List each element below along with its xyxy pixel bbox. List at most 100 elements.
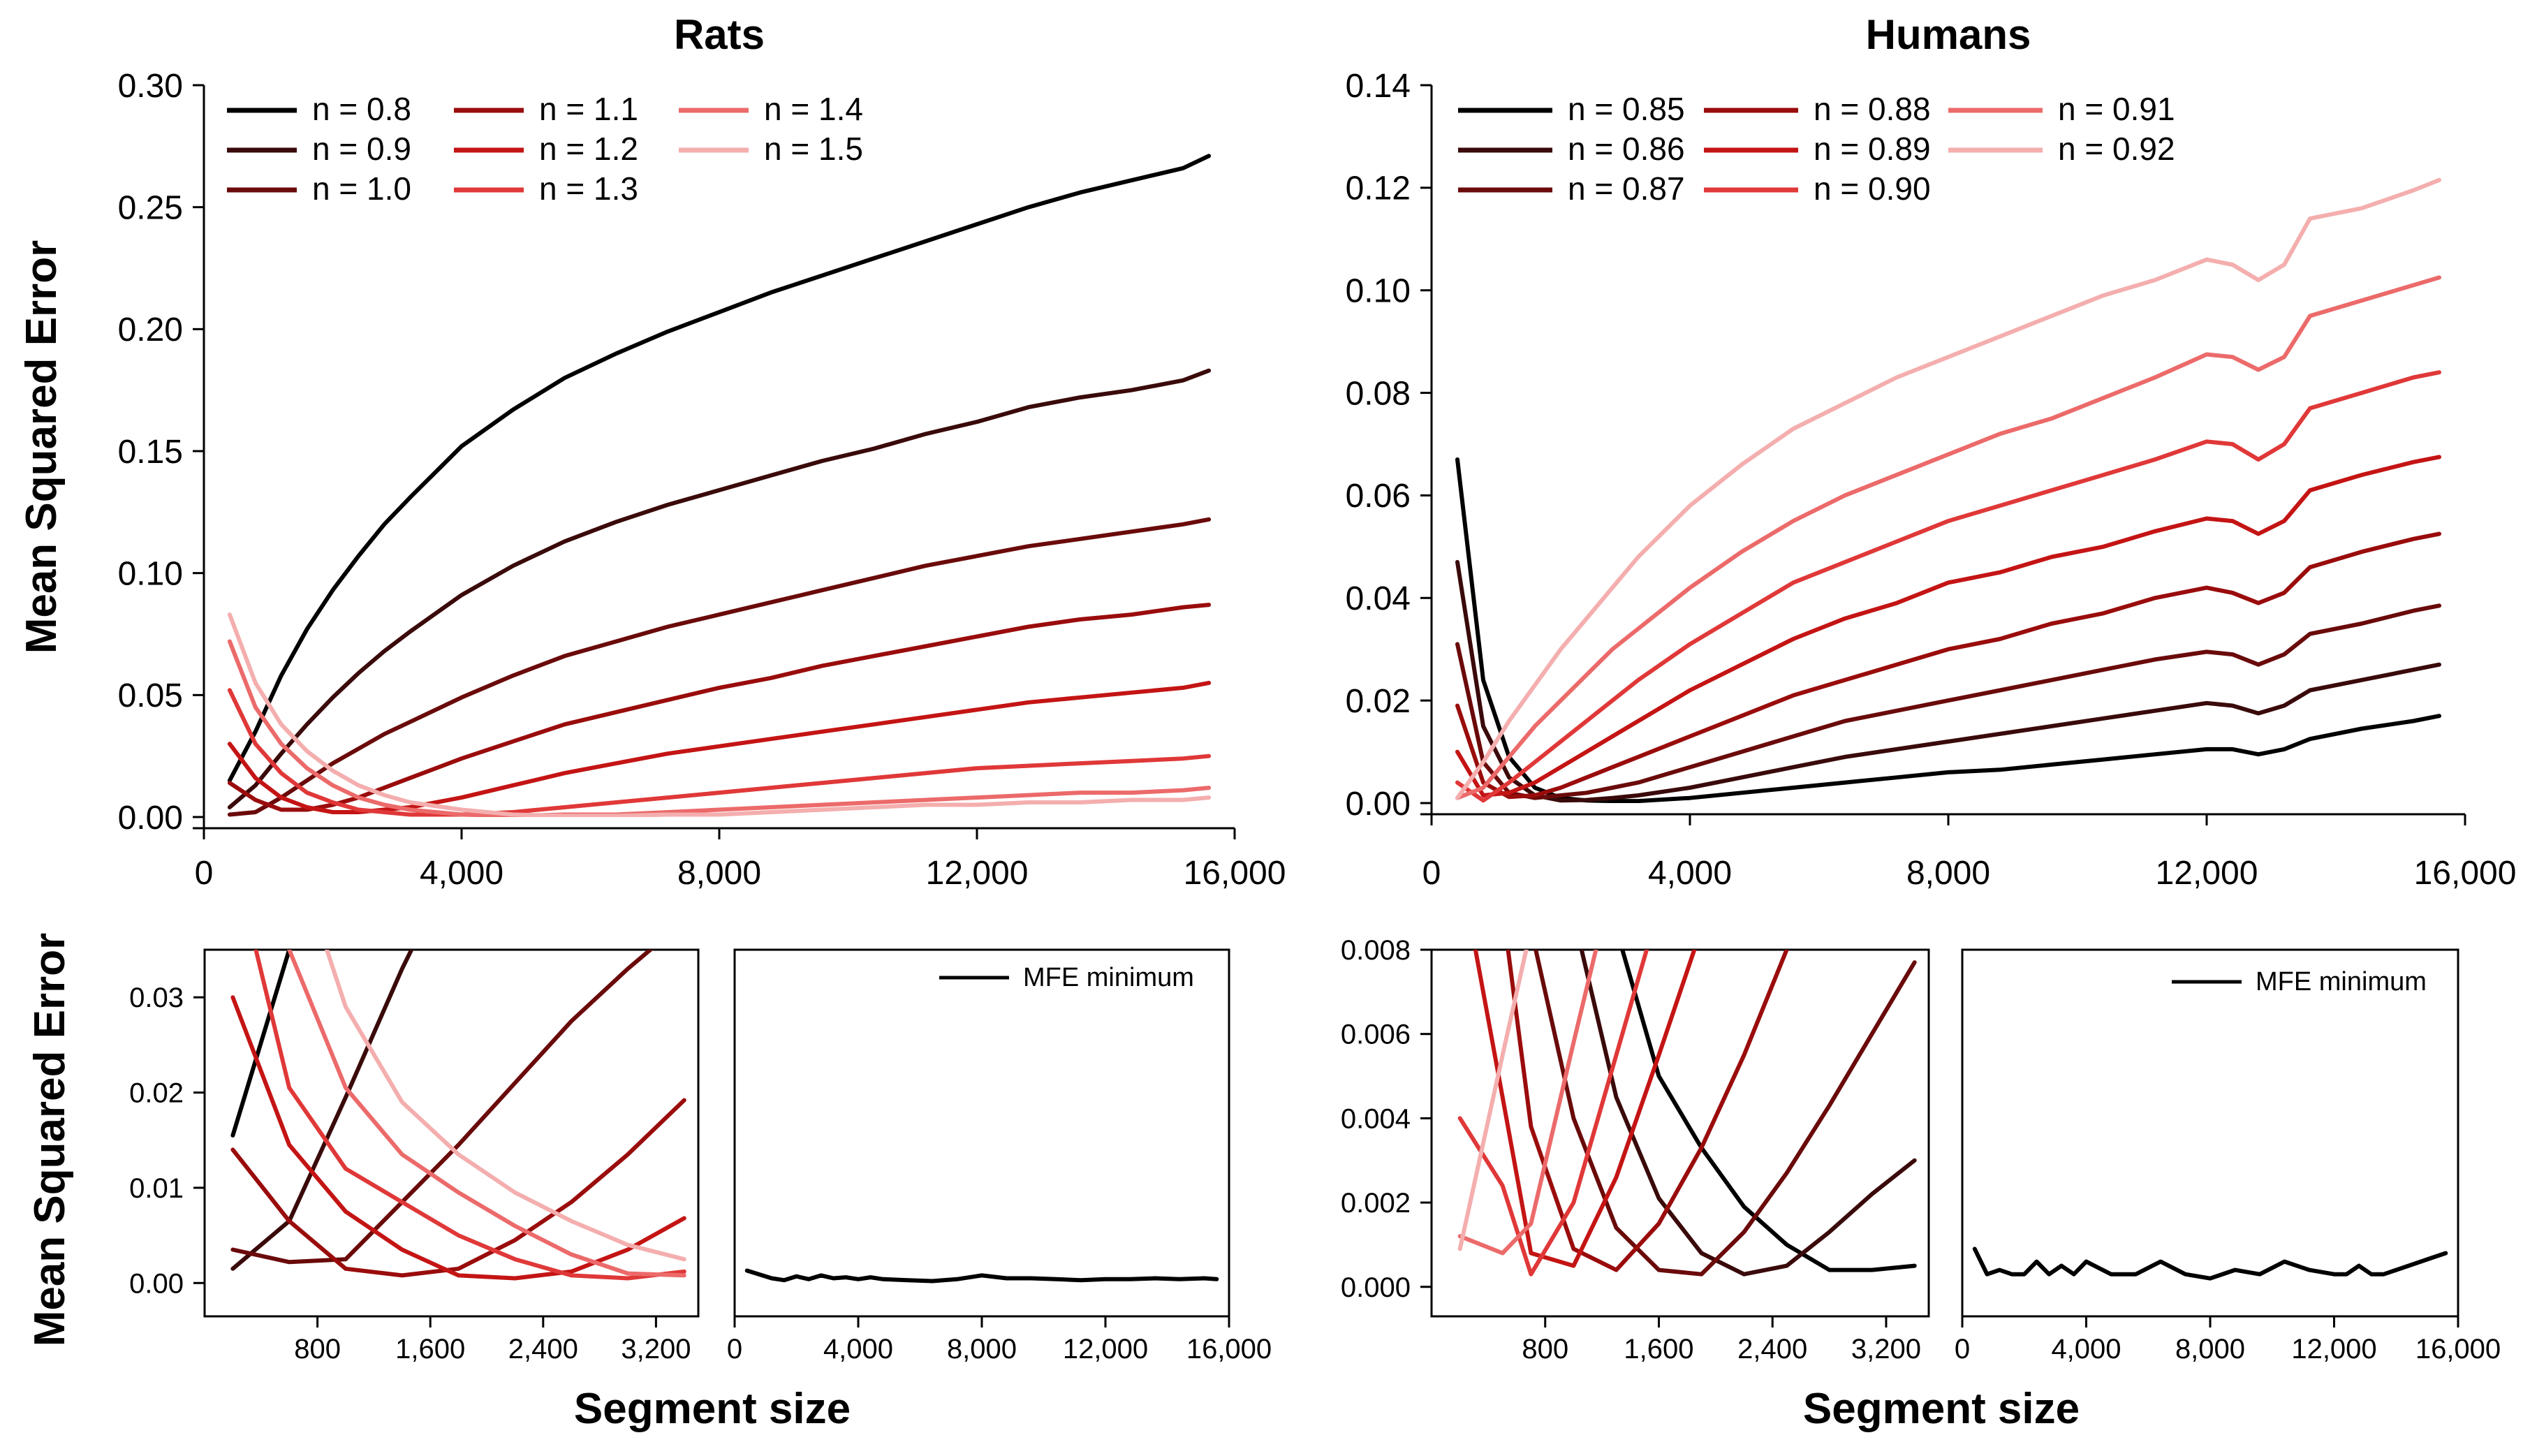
- humans_mfe-xtick-label: 16,000: [2415, 1334, 2501, 1365]
- rats_main-ytick-label: 0.10: [118, 555, 183, 592]
- humans_main-panel: Humans 0.00 0.02 0.04 0.06 0.08 0.10 0.12 0.14 0 4…: [1346, 11, 2517, 892]
- rats_zoom-series-line: [230, 950, 654, 1265]
- humans_zoom-series-line: [1506, 950, 1789, 1272]
- rats_main-legend-label: n = 1.0: [312, 170, 411, 207]
- rats_main-ytick-label: 0.25: [118, 189, 183, 226]
- xlabel-left: Segment size: [574, 1385, 851, 1433]
- humans_main-ytick-label: 0.08: [1346, 375, 1411, 412]
- humans_zoom-series-line: [1457, 950, 1649, 1277]
- humans_zoom-series-group: [1457, 950, 1917, 1277]
- rats_zoom-frame: [203, 948, 700, 1318]
- rats_main-xtick-label: 4,000: [420, 855, 503, 892]
- humans_zoom-panel: 0.000 0.002 0.004 0.006 0.008 800 1,600 2,400 3,…: [1341, 935, 1930, 1365]
- rats_zoom-series-line: [230, 995, 686, 1281]
- humans_main-xtick-label: 4,000: [1648, 855, 1732, 892]
- humans_main-title: Humans: [1866, 11, 2031, 58]
- humans_main-ytick-label: 0.10: [1346, 273, 1411, 310]
- humans_main-ytick-label: 0.14: [1346, 68, 1411, 105]
- rats_zoom-xtick-label: 3,200: [621, 1334, 691, 1365]
- humans_main-series-line: [1455, 603, 2441, 800]
- rats_main-xtick-label: 8,000: [677, 855, 761, 892]
- rats_main-xtick-label: 12,000: [926, 855, 1029, 892]
- humans_main-legend-label: n = 0.91: [2058, 91, 2175, 127]
- rats_mfe-series-group: [744, 1268, 1219, 1284]
- rats_main-series-line: [227, 688, 1212, 817]
- humans_main-legend-label: n = 0.89: [1814, 131, 1931, 167]
- rats_mfe-xtick-label: 4,000: [823, 1334, 893, 1365]
- rats_zoom-series-line: [230, 950, 414, 1271]
- humans_mfe-series-group: [1972, 1247, 2448, 1281]
- rats_mfe-xtick-label: 16,000: [1186, 1334, 1272, 1365]
- humans_main-series-line: [1455, 455, 2441, 797]
- rats_mfe-series-line: [744, 1268, 1219, 1284]
- humans_main-ytick-label: 0.00: [1346, 786, 1411, 823]
- rats_main-series-line: [227, 680, 1212, 814]
- rats_main-ytick-label: 0.15: [118, 434, 183, 471]
- humans_main-legend-label: n = 0.90: [1814, 170, 1931, 207]
- rats_zoom-series-group: [230, 950, 686, 1281]
- humans_main-xtick-label: 12,000: [2156, 855, 2258, 892]
- humans_main-ytick-label: 0.12: [1346, 170, 1411, 207]
- humans_mfe-panel: 0 4,000 8,000 12,000 16,000 MFE minimum: [1955, 948, 2501, 1365]
- humans_zoom-series-line: [1620, 950, 1917, 1272]
- ylabel-top: Mean Squared Error: [17, 240, 66, 654]
- humans_zoom-ytick-label: 0.004: [1341, 1103, 1411, 1134]
- rats_main-series-line: [227, 368, 1212, 809]
- ylabel-bottom: Mean Squared Error: [26, 933, 74, 1347]
- rats_main-legend-label: n = 0.9: [312, 131, 411, 167]
- rats_zoom-ytick-label: 0.02: [129, 1078, 184, 1109]
- humans_main-series-line: [1455, 531, 2441, 800]
- rats_main-series-line: [227, 603, 1212, 812]
- rats_main-ytick-label: 0.30: [118, 68, 183, 105]
- humans_zoom-xtick-label: 3,200: [1851, 1334, 1921, 1365]
- rats_main-series-group: [227, 154, 1212, 817]
- rats_zoom-xtick-label: 1,600: [395, 1334, 465, 1365]
- rats_main-ytick-label: 0.20: [118, 311, 183, 348]
- rats_zoom-series-line: [287, 950, 686, 1278]
- rats_main-series-line: [227, 612, 1212, 817]
- humans_zoom-ytick-label: 0.008: [1341, 935, 1411, 966]
- humans_zoom-ytick-label: 0.000: [1341, 1272, 1411, 1303]
- rats_main-ytick-label: 0.00: [118, 800, 183, 837]
- chart-panels: Rats 0.00 0.05 0.10 0.15 0.20 0.25 0.30 0 4,000 8,…: [118, 11, 2517, 1365]
- rats_main-series-line: [227, 154, 1212, 783]
- rats_main-xtick-label: 16,000: [1184, 855, 1286, 892]
- humans_main-ytick-label: 0.06: [1346, 478, 1411, 515]
- rats_mfe-panel: 0 4,000 8,000 12,000 16,000 MFE minimum: [727, 948, 1272, 1365]
- humans_main-legend-label: n = 0.86: [1568, 131, 1685, 167]
- rats_main-legend-label: n = 1.5: [764, 131, 863, 167]
- rats_main-legend-label: n = 1.1: [539, 91, 638, 127]
- humans_main-ytick-label: 0.02: [1346, 683, 1411, 720]
- humans_zoom-xtick-label: 1,600: [1624, 1334, 1693, 1365]
- rats_zoom-panel: 0.00 0.01 0.02 0.03 800 1,600 2,400 3,200: [129, 948, 700, 1365]
- humans_zoom-ytick-label: 0.002: [1341, 1188, 1411, 1219]
- humans_zoom-series-line: [1534, 950, 1917, 1277]
- rats_zoom-ytick-label: 0.00: [129, 1268, 184, 1299]
- humans_mfe-xtick-label: 8,000: [2175, 1334, 2245, 1365]
- rats_main-legend-label: n = 0.8: [312, 91, 411, 127]
- humans_zoom-xtick-label: 2,400: [1737, 1334, 1807, 1365]
- humans_mfe-xtick-label: 0: [1955, 1334, 1970, 1365]
- humans_main-xtick-label: 0: [1422, 855, 1441, 892]
- rats_zoom-series-line: [230, 1098, 686, 1278]
- rats_zoom-ytick-label: 0.01: [129, 1173, 184, 1204]
- rats_main-legend-label: n = 1.3: [539, 170, 638, 207]
- humans_main-legend-label: n = 0.87: [1568, 170, 1685, 207]
- humans_main-series-group: [1455, 177, 2441, 803]
- humans_zoom-xtick-label: 800: [1522, 1334, 1568, 1365]
- humans_main-series-line: [1455, 177, 2441, 800]
- rats_mfe-xtick-label: 8,000: [947, 1334, 1017, 1365]
- humans_main-xtick-label: 16,000: [2414, 855, 2517, 892]
- rats_main-panel: Rats 0.00 0.05 0.10 0.15 0.20 0.25 0.30 0 4,000 8,…: [118, 11, 1286, 892]
- humans_mfe-xtick-label: 4,000: [2051, 1334, 2121, 1365]
- rats_mfe-xtick-label: 0: [727, 1334, 742, 1365]
- humans_mfe-series-line: [1972, 1247, 2448, 1281]
- rats_main-legend-label: n = 1.4: [764, 91, 863, 127]
- humans_main-xtick-label: 8,000: [1906, 855, 1990, 892]
- rats_main-legend-label: n = 1.2: [539, 131, 638, 167]
- humans_zoom-frame: [1430, 948, 1930, 1318]
- rats_main-ytick-label: 0.05: [118, 677, 183, 714]
- humans_mfe-legend-label: MFE minimum: [2256, 967, 2427, 997]
